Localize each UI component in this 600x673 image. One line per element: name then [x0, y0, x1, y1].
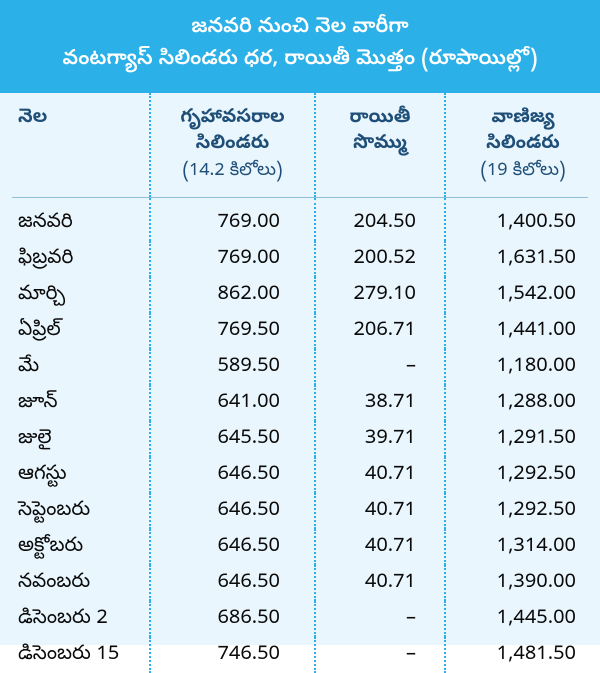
- price-table-card: జనవరి నుంచి నెల వారీగా వంటగ్యాస్ సిలిండర…: [0, 0, 600, 645]
- price-table: నెల గృహావసరాల సిలిండరు (14.2 కిలోలు) రాయ…: [0, 93, 600, 673]
- header-row: నెల గృహావసరాల సిలిండరు (14.2 కిలోలు) రాయ…: [0, 93, 600, 197]
- table-row: మే589.50–1,180.00: [0, 349, 600, 385]
- cell-commercial: 1,631.50: [445, 241, 600, 277]
- cell-commercial: 1,180.00: [445, 349, 600, 385]
- cell-domestic: 862.00: [150, 277, 315, 313]
- cell-subsidy: –: [315, 637, 445, 673]
- cell-month: జూన్: [0, 385, 150, 421]
- col-header-subsidy-label: రాయితీ సొమ్ము: [350, 106, 411, 158]
- col-header-domestic-label: గృహావసరాల సిలిండరు: [180, 106, 284, 158]
- cell-subsidy: 38.71: [315, 385, 445, 421]
- cell-domestic: 645.50: [150, 421, 315, 457]
- col-header-domestic: గృహావసరాల సిలిండరు (14.2 కిలోలు): [150, 93, 315, 197]
- table-row: నవంబరు646.5040.711,390.00: [0, 565, 600, 601]
- cell-commercial: 1,291.50: [445, 421, 600, 457]
- cell-commercial: 1,292.50: [445, 457, 600, 493]
- cell-domestic: 646.50: [150, 529, 315, 565]
- table-body: జనవరి769.00204.501,400.50ఫిబ్రవరి769.002…: [0, 198, 600, 673]
- cell-subsidy: 200.52: [315, 241, 445, 277]
- col-header-commercial: వాణిజ్య సిలిండరు (19 కిలోలు): [445, 93, 600, 197]
- cell-domestic: 686.50: [150, 601, 315, 637]
- cell-subsidy: 40.71: [315, 457, 445, 493]
- cell-month: డిసెంబరు 15: [0, 637, 150, 673]
- col-header-month-label: నెల: [18, 106, 47, 132]
- cell-domestic: 646.50: [150, 493, 315, 529]
- table-row: సెప్టెంబరు646.5040.711,292.50: [0, 493, 600, 529]
- cell-subsidy: 40.71: [315, 529, 445, 565]
- cell-domestic: 746.50: [150, 637, 315, 673]
- col-header-commercial-sub: (19 కిలోలు): [454, 160, 592, 184]
- table-row: ఫిబ్రవరి769.00200.521,631.50: [0, 241, 600, 277]
- cell-commercial: 1,314.00: [445, 529, 600, 565]
- cell-month: డిసెంబరు 2: [0, 601, 150, 637]
- col-header-commercial-label: వాణిజ్య సిలిండరు: [486, 106, 560, 158]
- cell-month: నవంబరు: [0, 565, 150, 601]
- cell-domestic: 769.00: [150, 241, 315, 277]
- cell-month: జనవరి: [0, 198, 150, 242]
- cell-commercial: 1,445.00: [445, 601, 600, 637]
- table-row: జూన్641.0038.711,288.00: [0, 385, 600, 421]
- cell-subsidy: –: [315, 349, 445, 385]
- col-header-month: నెల: [0, 93, 150, 197]
- cell-commercial: 1,400.50: [445, 198, 600, 242]
- cell-subsidy: 40.71: [315, 565, 445, 601]
- cell-subsidy: 206.71: [315, 313, 445, 349]
- cell-domestic: 769.00: [150, 198, 315, 242]
- table-row: ఏప్రిల్769.50206.711,441.00: [0, 313, 600, 349]
- table-row: డిసెంబరు 2686.50–1,445.00: [0, 601, 600, 637]
- cell-subsidy: 39.71: [315, 421, 445, 457]
- cell-subsidy: 204.50: [315, 198, 445, 242]
- cell-month: అక్టోబరు: [0, 529, 150, 565]
- table-row: జులై645.5039.711,291.50: [0, 421, 600, 457]
- col-header-subsidy: రాయితీ సొమ్ము: [315, 93, 445, 197]
- cell-commercial: 1,441.00: [445, 313, 600, 349]
- cell-domestic: 589.50: [150, 349, 315, 385]
- cell-subsidy: –: [315, 601, 445, 637]
- col-header-domestic-sub: (14.2 కిలోలు): [159, 160, 306, 184]
- cell-domestic: 646.50: [150, 565, 315, 601]
- table-row: మార్చి862.00279.101,542.00: [0, 277, 600, 313]
- table-title: జనవరి నుంచి నెల వారీగా వంటగ్యాస్ సిలిండర…: [0, 0, 600, 93]
- cell-subsidy: 40.71: [315, 493, 445, 529]
- cell-month: మార్చి: [0, 277, 150, 313]
- cell-commercial: 1,542.00: [445, 277, 600, 313]
- cell-subsidy: 279.10: [315, 277, 445, 313]
- cell-commercial: 1,481.50: [445, 637, 600, 673]
- cell-domestic: 769.50: [150, 313, 315, 349]
- cell-month: జులై: [0, 421, 150, 457]
- cell-month: ఏప్రిల్: [0, 313, 150, 349]
- table-row: అక్టోబరు646.5040.711,314.00: [0, 529, 600, 565]
- cell-month: సెప్టెంబరు: [0, 493, 150, 529]
- cell-commercial: 1,390.00: [445, 565, 600, 601]
- cell-domestic: 641.00: [150, 385, 315, 421]
- title-line-2: వంటగ్యాస్ సిలిండరు ధర, రాయితీ మొత్తం (రూ…: [10, 46, 590, 78]
- table-row: డిసెంబరు 15746.50–1,481.50: [0, 637, 600, 673]
- cell-month: ఆగస్టు: [0, 457, 150, 493]
- cell-commercial: 1,288.00: [445, 385, 600, 421]
- title-line-1: జనవరి నుంచి నెల వారీగా: [10, 14, 590, 46]
- cell-month: మే: [0, 349, 150, 385]
- cell-domestic: 646.50: [150, 457, 315, 493]
- cell-month: ఫిబ్రవరి: [0, 241, 150, 277]
- table-row: ఆగస్టు646.5040.711,292.50: [0, 457, 600, 493]
- table-row: జనవరి769.00204.501,400.50: [0, 198, 600, 242]
- cell-commercial: 1,292.50: [445, 493, 600, 529]
